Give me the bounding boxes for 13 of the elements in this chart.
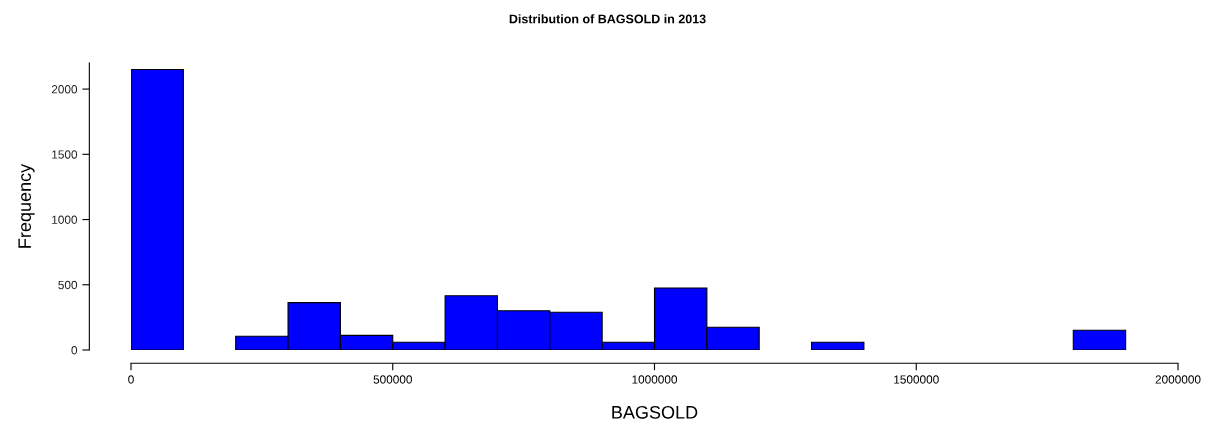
x-tick-label: 2000000 [1155,375,1201,384]
y-tick-label: 1000 [52,215,78,224]
chart-title: Distribution of BAGSOLD in 2013 [509,14,706,24]
y-axis-title: Frequency [18,163,35,248]
y-tick-label: 1500 [52,150,78,159]
y-tick-label: 2000 [51,85,78,94]
x-tick-label: 1000000 [632,375,678,384]
y-tick-label: 0 [71,346,78,355]
x-tick-label: 0 [128,375,134,384]
x-axis-title: BAGSOLD [612,405,698,419]
x-tick-label: 1500000 [894,375,939,384]
y-tick-label: 500 [58,280,78,290]
x-tick-label: 500000 [373,375,412,384]
